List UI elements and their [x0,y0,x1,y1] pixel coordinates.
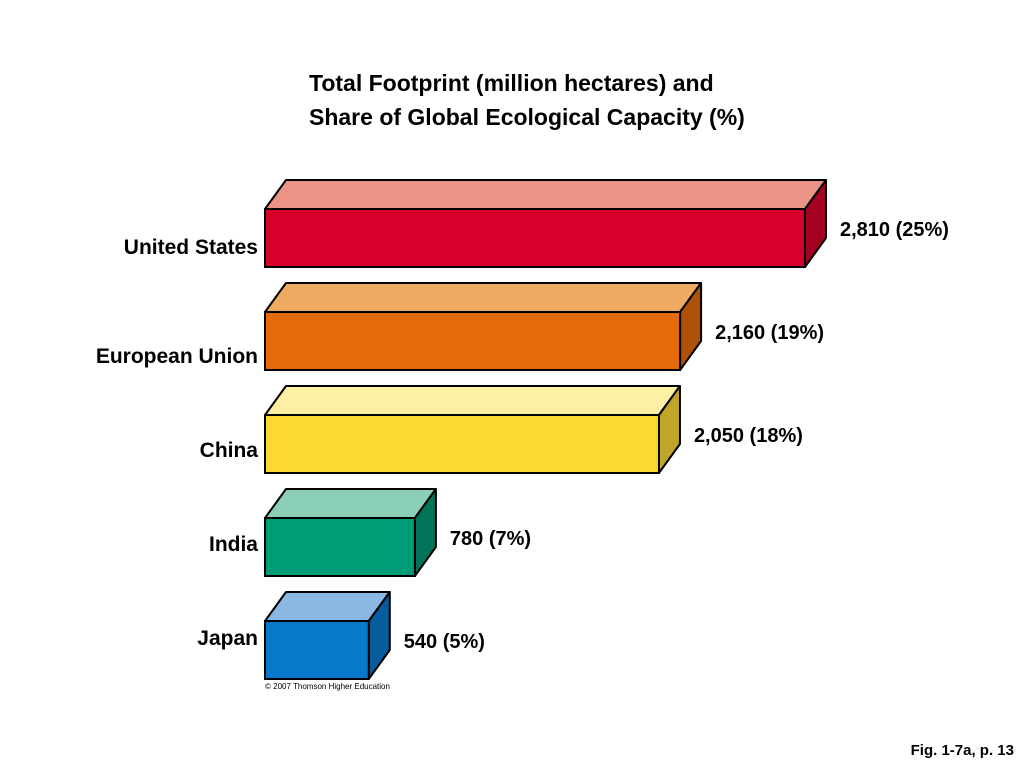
bar-top-china [264,385,681,416]
chart-title-line-1: Total Footprint (million hectares) and [309,70,714,96]
bar-front-india [264,517,416,577]
chart-title: Total Footprint (million hectares) and S… [309,66,745,134]
bar-front-japan [264,620,370,680]
bar-european-union [264,282,703,371]
bar-top-european-union [264,282,703,313]
category-label-japan: Japan [197,627,258,650]
value-label-japan: 540 (5%) [404,631,485,653]
bar-india [264,488,437,577]
value-label-european-union: 2,160 (19%) [715,322,824,344]
bar-front-china [264,414,660,474]
bar-front-european-union [264,311,682,371]
category-label-india: India [209,533,258,556]
figure-reference: Fig. 1-7a, p. 13 [910,742,1014,759]
bar-china [264,385,681,474]
bar-front-united-states [264,208,806,268]
bar-top-india [264,488,437,519]
value-label-china: 2,050 (18%) [694,425,803,447]
chart-title-line-2: Share of Global Ecological Capacity (%) [309,104,745,130]
bar-united-states [264,179,827,268]
bar-chart: United States 2,810 (25%) European Union 2,… [96,179,949,680]
category-label-china: China [200,439,259,462]
bar-top-united-states [264,179,827,210]
value-label-india: 780 (7%) [450,528,531,550]
value-label-united-states: 2,810 (25%) [840,219,949,241]
category-label-european-union: European Union [96,345,258,368]
category-label-united-states: United States [124,236,258,259]
copyright-notice: © 2007 Thomson Higher Education [265,682,390,691]
bar-japan [264,591,391,680]
